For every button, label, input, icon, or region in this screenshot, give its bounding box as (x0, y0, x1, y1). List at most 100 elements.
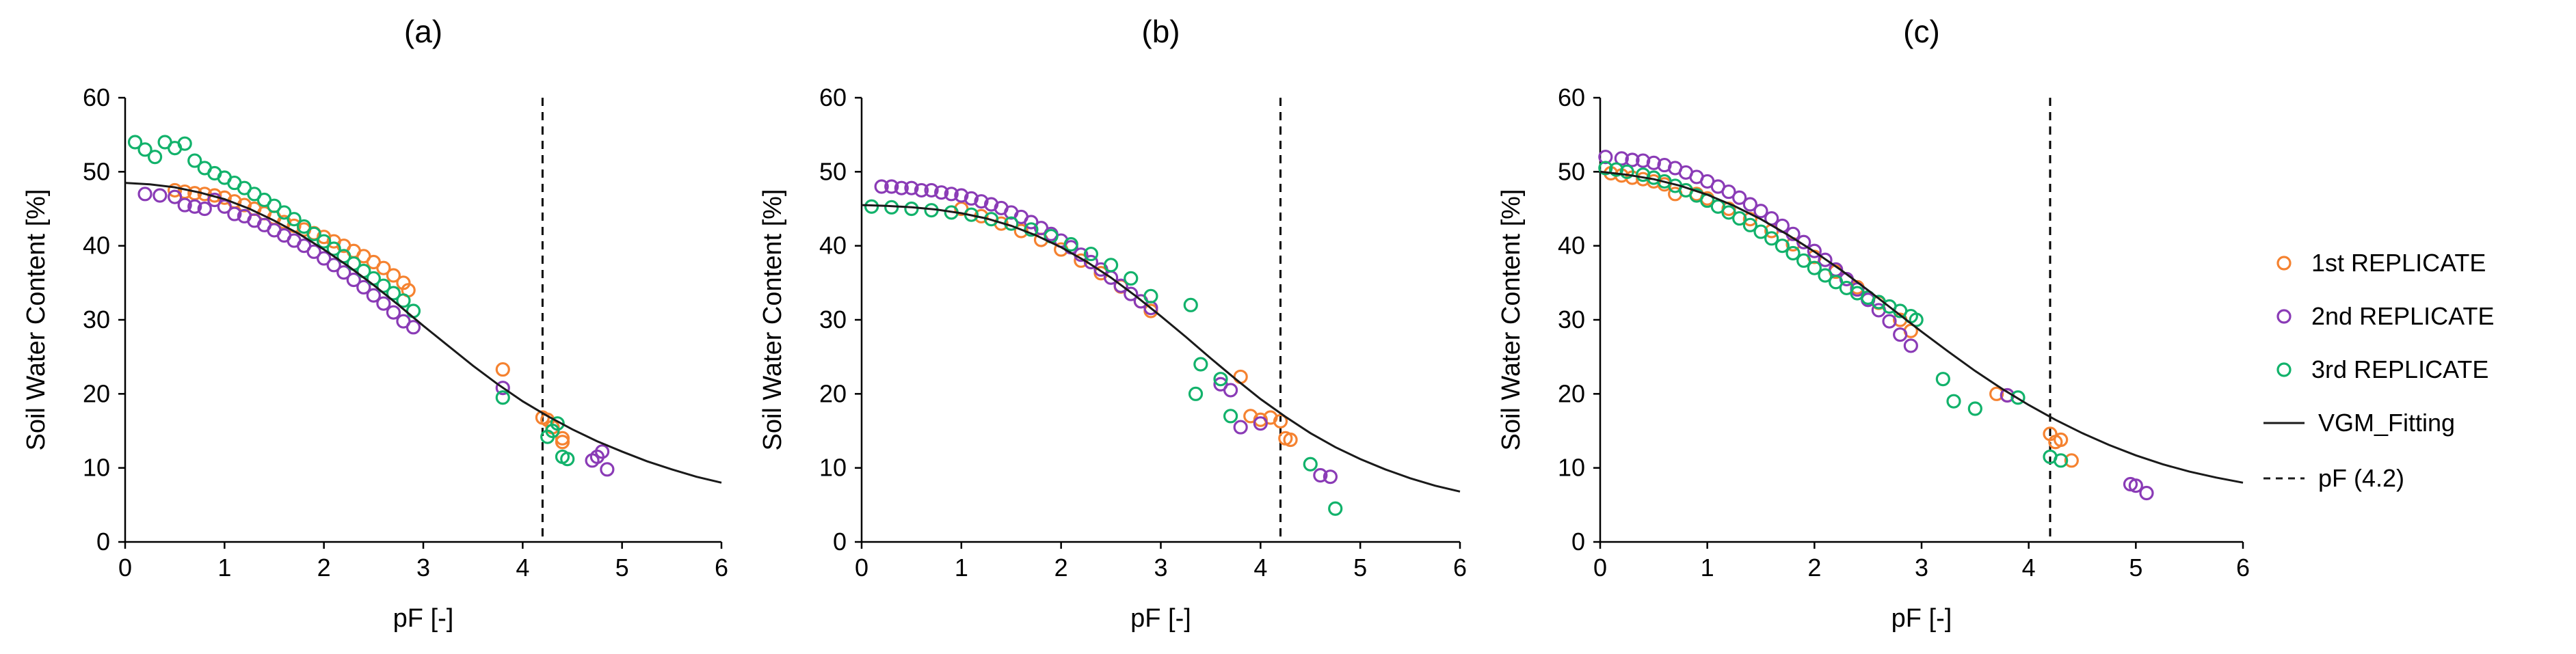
data-point (1598, 161, 1613, 176)
legend-marker-rep1 (2276, 256, 2292, 271)
x-axis-label: pF [-] (393, 604, 454, 633)
data-point (406, 303, 421, 318)
data-point (148, 150, 163, 165)
legend-item-fit: VGM_Fitting (2263, 409, 2455, 437)
data-point (187, 199, 202, 214)
x-tick-label: 3 (1154, 554, 1167, 582)
data-point (1233, 420, 1248, 435)
data-point (1124, 286, 1139, 301)
legend-label-pf: pF (4.2) (2318, 464, 2404, 492)
data-point (594, 444, 610, 459)
data-point (1935, 372, 1950, 387)
data-point (1143, 288, 1158, 303)
data-point (1223, 409, 1238, 424)
data-point (1829, 275, 1844, 290)
data-point (914, 182, 929, 198)
y-tick-label: 40 (819, 232, 847, 260)
series-rep2 (1598, 150, 2154, 501)
data-point (1188, 386, 1204, 401)
data-point (1273, 413, 1288, 429)
data-point (1903, 338, 1918, 353)
data-point (964, 191, 979, 206)
data-point (560, 452, 575, 467)
data-point (1909, 312, 1924, 327)
data-point (376, 296, 391, 311)
data-point (386, 268, 401, 283)
x-tick-label: 5 (615, 554, 629, 582)
data-point (864, 199, 879, 214)
data-point (336, 265, 351, 280)
series-rep3 (1598, 161, 2069, 468)
tick-labels: 0 10 20 30 40 50 60 0 1 2 3 4 5 6 (819, 83, 1467, 582)
data-point (276, 205, 292, 220)
data-point (884, 179, 899, 194)
data-point (297, 219, 312, 234)
data-point (1233, 369, 1248, 385)
data-point (1742, 197, 1757, 212)
data-point (346, 272, 361, 288)
data-point (1614, 151, 1629, 166)
y-tick-label: 50 (83, 157, 110, 185)
series-rep3 (127, 135, 575, 467)
panel-title: (a) (404, 14, 442, 49)
data-point (1193, 357, 1208, 372)
y-tick-label: 20 (83, 379, 110, 407)
data-point (1785, 245, 1801, 261)
data-point (1619, 164, 1634, 179)
data-point (1283, 432, 1298, 448)
y-axis-label: Soil Water Content [%] (758, 189, 787, 451)
x-tick-label: 1 (955, 554, 968, 582)
x-tick-label: 1 (217, 554, 231, 582)
y-tick-label: 50 (1558, 157, 1585, 185)
y-tick-label: 60 (1558, 83, 1585, 111)
series-rep1 (954, 201, 1298, 448)
data-point (1625, 152, 1640, 167)
x-tick-label: 3 (416, 554, 430, 582)
data-point (217, 199, 232, 214)
y-tick-label: 0 (96, 528, 110, 556)
data-point (137, 142, 152, 157)
data-point (376, 260, 391, 275)
data-point (1721, 205, 1736, 220)
y-tick-label: 30 (819, 305, 847, 333)
data-point (1223, 383, 1238, 398)
data-point (874, 179, 889, 194)
data-marks (124, 98, 722, 543)
x-tick-label: 6 (2236, 554, 2250, 582)
data-marks (1598, 98, 2244, 543)
panel-title: (c) (1903, 14, 1940, 49)
x-tick-label: 2 (1807, 554, 1821, 582)
y-tick-label: 40 (1558, 232, 1585, 260)
data-point (600, 462, 615, 477)
data-point (317, 251, 332, 266)
data-point (555, 435, 570, 450)
vgm-fit-curve (1599, 170, 2244, 484)
data-point (894, 180, 909, 195)
x-tick-label: 0 (855, 554, 868, 582)
x-tick-label: 2 (317, 554, 331, 582)
panel-a: (a) Soil Water Content [%] pF [-] 010203… (22, 14, 728, 633)
data-point (396, 293, 411, 308)
data-point (1608, 162, 1624, 177)
data-point (168, 182, 183, 198)
tick-labels: 0 10 20 30 40 50 60 0 1 2 3 4 5 6 (83, 83, 728, 582)
data-point (1598, 150, 1613, 165)
data-point (904, 180, 919, 195)
data-point (1328, 501, 1343, 516)
data-point (2139, 485, 2154, 501)
data-point (227, 206, 242, 221)
data-point (1753, 224, 1768, 239)
data-point (137, 187, 152, 202)
data-point (1753, 204, 1768, 219)
y-tick-label: 20 (819, 379, 847, 407)
legend-label-rep3: 3rd REPLICATE (2311, 355, 2488, 383)
vgm-fit-curve (124, 182, 722, 484)
data-point (287, 212, 302, 227)
legend-label-rep1: 1st REPLICATE (2311, 249, 2486, 277)
data-point (495, 381, 510, 396)
legend-item-rep1: 1st REPLICATE (2276, 249, 2486, 277)
x-tick-label: 4 (1253, 554, 1267, 582)
y-tick-label: 30 (1558, 305, 1585, 333)
data-point (1646, 155, 1661, 170)
x-axis-label: pF [-] (1130, 604, 1191, 633)
